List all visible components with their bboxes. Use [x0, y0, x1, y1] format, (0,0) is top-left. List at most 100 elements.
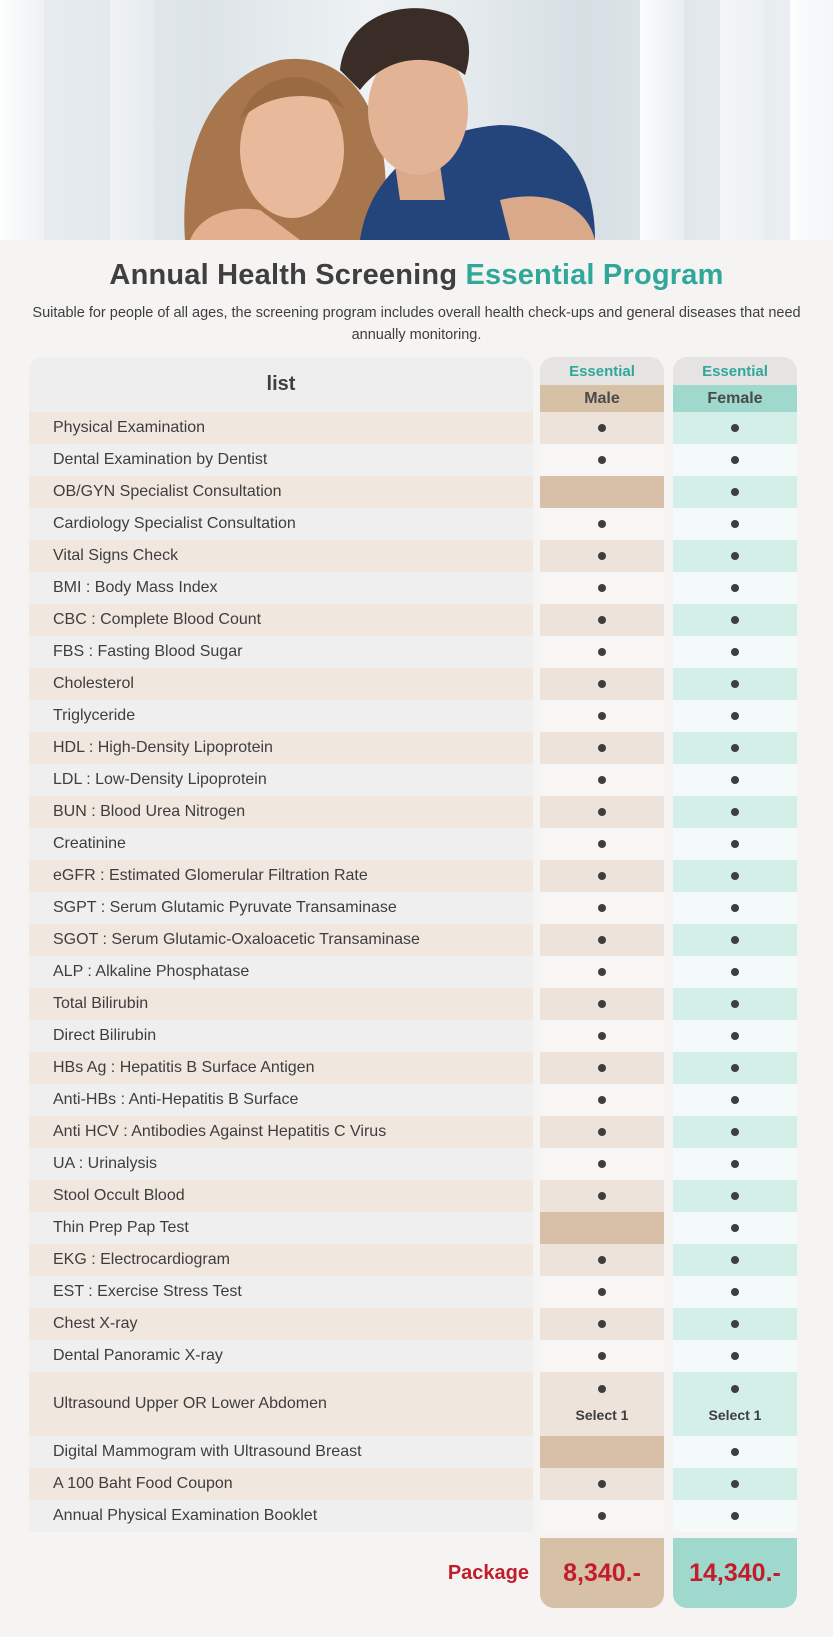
included-dot-icon: [598, 680, 606, 688]
female-cell: [673, 636, 797, 668]
table-row: EST : Exercise Stress Test: [29, 1276, 797, 1308]
female-cell: [673, 1308, 797, 1340]
row-label: Cardiology Specialist Consultation: [29, 508, 533, 540]
included-dot-icon: [731, 840, 739, 848]
table-row: Anti-HBs : Anti-Hepatitis B Surface: [29, 1084, 797, 1116]
included-dot-icon: [731, 1096, 739, 1104]
row-label: A 100 Baht Food Coupon: [29, 1468, 533, 1500]
included-dot-icon: [731, 968, 739, 976]
male-cell: [540, 1468, 664, 1500]
table-row: HBs Ag : Hepatitis B Surface Antigen: [29, 1052, 797, 1084]
table-row: Triglyceride: [29, 700, 797, 732]
included-dot-icon: [731, 680, 739, 688]
male-cell: [540, 796, 664, 828]
female-cell: [673, 764, 797, 796]
male-cell: [540, 604, 664, 636]
included-dot-icon: [731, 1160, 739, 1168]
included-dot-icon: [731, 1224, 739, 1232]
table-row: Ultrasound Upper OR Lower Abdomen Select …: [29, 1372, 797, 1436]
included-dot-icon: [598, 1096, 606, 1104]
male-select-note: Select 1: [575, 1407, 629, 1423]
table-row: Physical Examination: [29, 412, 797, 444]
included-dot-icon: [731, 744, 739, 752]
female-cell: [673, 924, 797, 956]
female-cell: [673, 508, 797, 540]
male-cell: [540, 476, 664, 508]
table-row: Total Bilirubin: [29, 988, 797, 1020]
row-label: Dental Examination by Dentist: [29, 444, 533, 476]
included-dot-icon: [598, 1288, 606, 1296]
row-label: HDL : High-Density Lipoprotein: [29, 732, 533, 764]
row-label: ALP : Alkaline Phosphatase: [29, 956, 533, 988]
row-label: Digital Mammogram with Ultrasound Breast: [29, 1436, 533, 1468]
included-dot-icon: [731, 1192, 739, 1200]
female-cell: [673, 444, 797, 476]
page-title: Annual Health Screening Essential Progra…: [0, 259, 833, 292]
included-dot-icon: [731, 488, 739, 496]
female-cell: [673, 604, 797, 636]
included-dot-icon: [598, 904, 606, 912]
included-dot-icon: [598, 616, 606, 624]
included-dot-icon: [598, 1128, 606, 1136]
male-column-header: Essential Male: [540, 357, 664, 412]
table-row: Stool Occult Blood: [29, 1180, 797, 1212]
title-program: Essential Program: [465, 259, 724, 291]
female-select-note: Select 1: [708, 1407, 762, 1423]
female-cell: [673, 1244, 797, 1276]
included-dot-icon: [598, 456, 606, 464]
row-label: OB/GYN Specialist Consultation: [29, 476, 533, 508]
male-cell: [540, 1212, 664, 1244]
row-label: Vital Signs Check: [29, 540, 533, 572]
included-dot-icon: [598, 776, 606, 784]
included-dot-icon: [598, 648, 606, 656]
male-cell: [540, 1500, 664, 1532]
table-row: eGFR : Estimated Glomerular Filtration R…: [29, 860, 797, 892]
included-dot-icon: [731, 776, 739, 784]
table-row: SGOT : Serum Glutamic-Oxaloacetic Transa…: [29, 924, 797, 956]
male-cell: [540, 1052, 664, 1084]
male-cell: [540, 988, 664, 1020]
female-cell: [673, 668, 797, 700]
included-dot-icon: [598, 1032, 606, 1040]
male-cell: [540, 1276, 664, 1308]
included-dot-icon: [598, 424, 606, 432]
included-dot-icon: [731, 1064, 739, 1072]
female-cell: [673, 1084, 797, 1116]
male-package-price: 8,340.-: [540, 1538, 664, 1608]
table-row: EKG : Electrocardiogram: [29, 1244, 797, 1276]
row-label: Cholesterol: [29, 668, 533, 700]
included-dot-icon: [731, 1128, 739, 1136]
hero-image: [0, 0, 833, 240]
female-cell: [673, 732, 797, 764]
female-cell: [673, 956, 797, 988]
row-label: CBC : Complete Blood Count: [29, 604, 533, 636]
table-row: Creatinine: [29, 828, 797, 860]
included-dot-icon: [598, 1352, 606, 1360]
male-cell: [540, 412, 664, 444]
row-label: eGFR : Estimated Glomerular Filtration R…: [29, 860, 533, 892]
row-label: Physical Examination: [29, 412, 533, 444]
male-cell: [540, 956, 664, 988]
included-dot-icon: [731, 648, 739, 656]
female-cell: [673, 1468, 797, 1500]
included-dot-icon: [731, 456, 739, 464]
female-cell: [673, 1020, 797, 1052]
row-label: Creatinine: [29, 828, 533, 860]
male-program-label: Essential: [540, 357, 664, 385]
page-subtitle: Suitable for people of all ages, the scr…: [32, 305, 801, 343]
male-cell: [540, 1148, 664, 1180]
included-dot-icon: [598, 872, 606, 880]
included-dot-icon: [731, 904, 739, 912]
female-cell: Select 1: [673, 1372, 797, 1436]
male-cell: [540, 860, 664, 892]
table-row: OB/GYN Specialist Consultation: [29, 476, 797, 508]
included-dot-icon: [731, 712, 739, 720]
table-row: Dental Panoramic X-ray: [29, 1340, 797, 1372]
row-label: Ultrasound Upper OR Lower Abdomen: [29, 1372, 533, 1436]
male-cell: [540, 508, 664, 540]
male-cell: [540, 732, 664, 764]
included-dot-icon: [731, 872, 739, 880]
included-dot-icon: [598, 1064, 606, 1072]
male-gender-label: Male: [540, 385, 664, 412]
included-dot-icon: [598, 936, 606, 944]
